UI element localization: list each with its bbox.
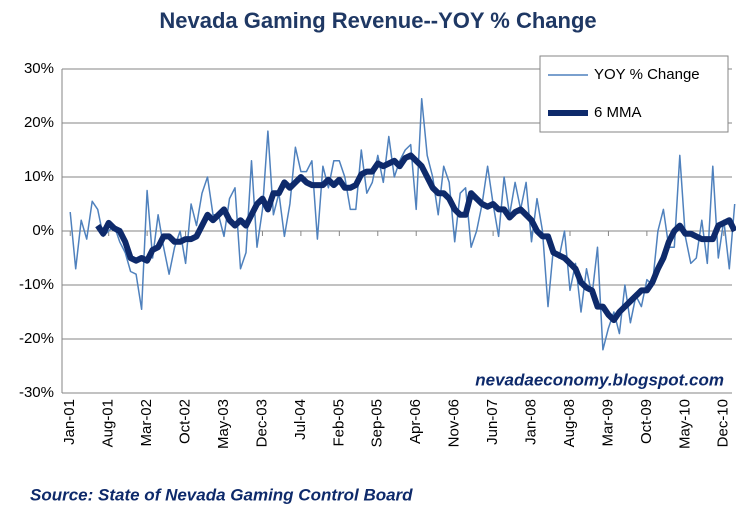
y-tick-label: -30% xyxy=(19,384,54,401)
x-tick-label: Sep-05 xyxy=(369,399,386,447)
x-tick-label: Jul-04 xyxy=(292,399,309,440)
chart-title: Nevada Gaming Revenue--YOY % Change xyxy=(159,8,596,33)
legend: YOY % Change 6 MMA xyxy=(539,55,729,133)
x-tick-label: Dec-10 xyxy=(715,399,732,447)
line-series xyxy=(69,97,736,351)
y-tick-label: 20% xyxy=(24,114,54,131)
legend-label: 6 MMA xyxy=(594,104,642,121)
x-tick-label: Mar-09 xyxy=(599,399,616,447)
x-tick-label: Aug-01 xyxy=(100,399,117,447)
source-note: Source: State of Nevada Gaming Control B… xyxy=(30,485,413,504)
x-tick-label: Jan-01 xyxy=(61,399,78,445)
x-tick-label: Dec-03 xyxy=(253,399,270,447)
x-tick-label: Mar-02 xyxy=(138,399,155,447)
x-tick-label: Aug-08 xyxy=(561,399,578,447)
x-tick-label: Jun-07 xyxy=(484,399,501,445)
line-series xyxy=(95,152,736,324)
x-tick-label: Apr-06 xyxy=(407,399,424,444)
x-tick-label: Oct-02 xyxy=(177,399,194,444)
y-tick-label: -20% xyxy=(19,330,54,347)
y-tick-label: -10% xyxy=(19,276,54,293)
x-tick-label: May-10 xyxy=(676,399,693,449)
watermark: nevadaeconomy.blogspot.com xyxy=(475,370,724,389)
x-tick-label: Nov-06 xyxy=(446,399,463,447)
y-tick-label: 10% xyxy=(24,168,54,185)
x-tick-label: Oct-09 xyxy=(638,399,655,444)
y-tick-label: 0% xyxy=(32,222,54,239)
x-tick-label: Jan-08 xyxy=(523,399,540,445)
y-tick-label: 30% xyxy=(24,60,54,77)
x-tick-label: Feb-05 xyxy=(330,399,347,447)
x-tick-label: May-03 xyxy=(215,399,232,449)
legend-label: YOY % Change xyxy=(594,66,700,83)
legend-box xyxy=(539,55,729,133)
